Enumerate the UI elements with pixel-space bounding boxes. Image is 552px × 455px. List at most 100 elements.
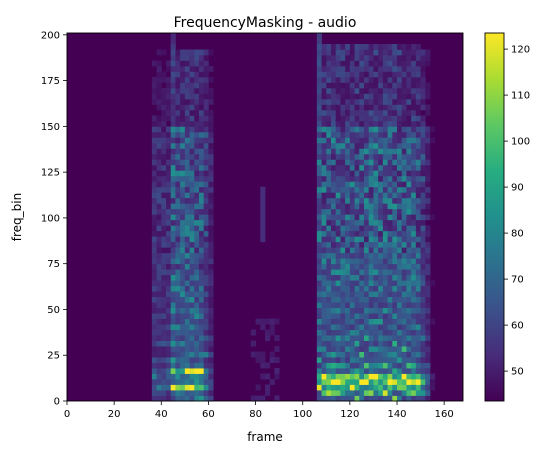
heatmap-cell [199,82,205,89]
heatmap-cell [406,219,412,226]
heatmap-cell [331,93,337,100]
heatmap-cell [170,373,176,380]
heatmap-cell [199,236,205,243]
heatmap-cell [387,230,393,237]
heatmap-cell [151,269,157,276]
heatmap-cell [189,225,195,232]
heatmap-cell [387,241,393,248]
heatmap-cell [406,373,412,380]
heatmap-cell [401,153,407,160]
heatmap-cell [401,351,407,358]
heatmap-cell [397,93,403,100]
heatmap-cell [420,120,426,127]
heatmap-cell [161,258,167,265]
heatmap-cell [208,49,214,56]
heatmap-cell [401,241,407,248]
heatmap-cell [406,115,412,122]
heatmap-cell [170,357,176,363]
heatmap-cell [175,329,181,336]
heatmap-cell [349,181,355,188]
heatmap-cell [180,247,186,254]
heatmap-cell [415,65,421,72]
heatmap-cell [335,197,341,204]
heatmap-cell [194,142,200,149]
heatmap-cell [151,219,157,226]
heatmap-cell [189,164,195,171]
heatmap-cell [208,362,214,369]
heatmap-cell [373,186,379,193]
heatmap-cell [175,351,181,358]
heatmap-cell [345,98,351,105]
heatmap-cell [189,159,195,166]
heatmap-cell [199,192,205,199]
heatmap-cell [345,109,351,116]
heatmap-cell [260,219,266,226]
heatmap-cell [335,274,341,281]
heatmap-cell [189,346,195,352]
heatmap-cell [175,335,181,341]
heatmap-cell [411,340,417,347]
heatmap-cell [364,137,370,144]
heatmap-cell [411,258,417,265]
heatmap-cell [378,170,384,177]
heatmap-cell [170,54,176,61]
heatmap-cell [180,142,186,149]
heatmap-cell [166,302,172,309]
heatmap-cell [199,368,205,374]
heatmap-cell [194,230,200,237]
heatmap-cell [189,126,195,133]
heatmap-cell [326,302,332,309]
heatmap-cell [401,379,407,385]
y-tick-label: 200 [41,30,60,41]
heatmap-cell [401,98,407,105]
heatmap-cell [194,285,200,292]
heatmap-cell [166,285,172,292]
heatmap-cell [406,137,412,144]
heatmap-cell [208,142,214,149]
heatmap-cell [382,65,388,72]
heatmap-cell [166,236,172,243]
heatmap-cell [331,153,337,160]
heatmap-cell [170,247,176,254]
heatmap-cell [184,93,190,100]
heatmap-cell [156,390,162,396]
heatmap-cell [349,230,355,237]
heatmap-cell [406,208,412,215]
heatmap-cell [420,76,426,83]
heatmap-cell [373,109,379,116]
heatmap-cell [260,230,266,237]
heatmap-cell [392,175,398,182]
heatmap-cell [326,263,332,270]
heatmap-cell [425,148,431,155]
heatmap-cell [151,313,157,320]
heatmap-cell [349,54,355,61]
heatmap-cell [345,329,351,336]
heatmap-cell [359,164,365,171]
heatmap-cell [411,274,417,281]
x-tick-label: 40 [155,409,168,420]
heatmap-cell [378,340,384,347]
heatmap-cell [340,49,346,56]
heatmap-cell [420,54,426,61]
heatmap-cell [199,214,205,221]
heatmap-cell [387,186,393,193]
heatmap-cell [392,76,398,83]
heatmap-cell [316,252,322,259]
heatmap-cell [170,230,176,237]
heatmap-cell [156,384,162,391]
heatmap-cell [373,247,379,254]
heatmap-cell [208,93,214,100]
heatmap-cell [203,186,209,193]
heatmap-cell [321,115,327,122]
heatmap-cell [321,71,327,78]
heatmap-cell [194,225,200,232]
heatmap-cell [397,236,403,243]
heatmap-cell [364,120,370,127]
heatmap-cell [345,318,351,325]
heatmap-cell [364,65,370,72]
heatmap-cell [326,241,332,248]
heatmap-cell [189,357,195,363]
heatmap-cell [194,395,200,402]
heatmap-cell [373,373,379,380]
heatmap-cell [397,379,403,385]
